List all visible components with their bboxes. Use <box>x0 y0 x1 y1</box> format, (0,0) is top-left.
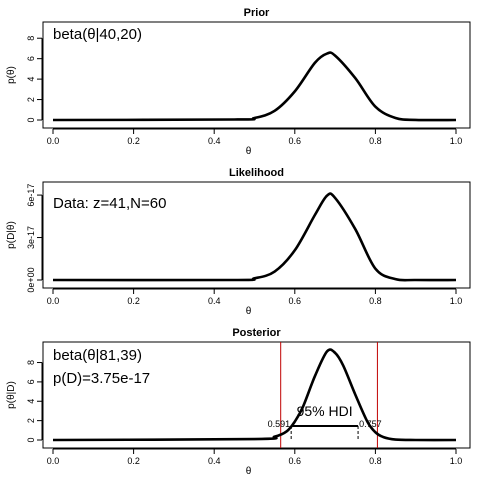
x-axis-label: θ <box>246 466 252 477</box>
y-tick-label: 2 <box>26 418 36 423</box>
density-curve <box>52 348 457 442</box>
x-tick-label: 0.4 <box>208 296 221 306</box>
x-tick-label: 0.0 <box>47 456 60 466</box>
x-tick-label: 0.6 <box>289 296 302 306</box>
annotation-text: p(D)=3.75e-17 <box>53 370 150 387</box>
x-tick-label: 0.0 <box>47 296 60 306</box>
y-tick-label: 0e+00 <box>26 267 36 292</box>
annotation-text: beta(θ|81,39) <box>53 347 142 364</box>
plot-frame <box>42 181 471 289</box>
hdi-low-label: 0.591 <box>268 419 291 429</box>
density-curve <box>52 192 457 282</box>
x-tick-label: 0.2 <box>127 136 140 146</box>
y-tick-label: 3e-17 <box>26 226 36 249</box>
panel-prior: Prior 0.0 0.2 0.4 0.6 0.8 1.0 θ 0 2 4 6 8 p(θ) beta(θ|… <box>6 7 471 157</box>
x-tick-label: 0.8 <box>369 296 382 306</box>
x-tick-label: 0.6 <box>289 136 302 146</box>
x-axis-label: θ <box>246 146 252 157</box>
y-tick-label: 6 <box>26 56 36 61</box>
y-tick-label: 4 <box>26 77 36 82</box>
x-tick-label: 0.2 <box>127 296 140 306</box>
x-tick-label: 0.8 <box>369 456 382 466</box>
y-tick-label: 6e-17 <box>26 184 36 207</box>
plot-frame <box>42 341 471 449</box>
y-tick-label: 6 <box>26 379 36 384</box>
annotation-text: Data: z=41,N=60 <box>53 195 166 212</box>
plot-frame <box>42 21 471 129</box>
y-tick-label: 4 <box>26 399 36 404</box>
y-axis-label: p(θ|D) <box>6 381 17 409</box>
hdi-label: 95% HDI <box>297 403 353 419</box>
x-tick-label: 0.2 <box>127 456 140 466</box>
x-tick-label: 0.6 <box>289 456 302 466</box>
x-axis-label: θ <box>246 306 252 317</box>
y-tick-label: 8 <box>26 360 36 365</box>
panel-posterior: Posterior 0.0 0.2 0.4 0.6 0.8 1.0 θ 0 2 4 6 8 p(θ|D) 9… <box>6 327 471 477</box>
x-tick-label: 0.4 <box>208 456 221 466</box>
x-tick-label: 1.0 <box>450 456 463 466</box>
panel-title: Likelihood <box>229 167 284 179</box>
panel-title: Prior <box>244 7 270 19</box>
x-tick-label: 1.0 <box>450 296 463 306</box>
x-tick-label: 0.8 <box>369 136 382 146</box>
x-tick-label: 1.0 <box>450 136 463 146</box>
x-tick-label: 0.4 <box>208 136 221 146</box>
y-tick-label: 8 <box>26 36 36 41</box>
y-tick-label: 2 <box>26 97 36 102</box>
density-curve <box>52 51 457 122</box>
y-axis-label: p(D|θ) <box>6 221 17 249</box>
y-tick-label: 0 <box>26 117 36 122</box>
y-axis-label: p(θ) <box>6 66 17 84</box>
annotation-text: beta(θ|40,20) <box>53 26 142 43</box>
hdi-high-label: 0.757 <box>359 419 382 429</box>
panel-likelihood: Likelihood 0.0 0.2 0.4 0.6 0.8 1.0 θ 0e+00 3e-17 6… <box>6 167 471 317</box>
x-tick-label: 0.0 <box>47 136 60 146</box>
y-tick-label: 0 <box>26 437 36 442</box>
panel-title: Posterior <box>232 327 281 339</box>
